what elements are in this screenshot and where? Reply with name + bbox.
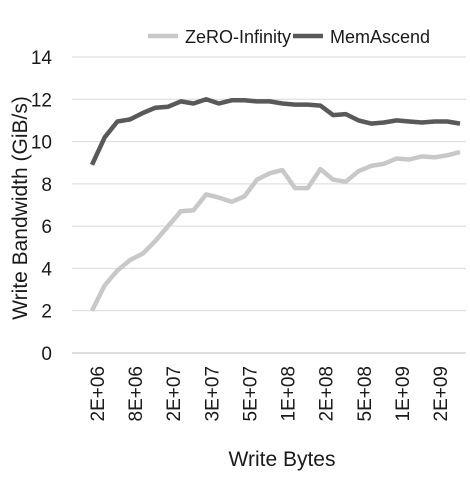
y-axis-ticks: 0 2 4 6 8 10 12 14 (31, 48, 53, 365)
x-tick-label: 2E+09 (431, 366, 452, 421)
legend-label-memascend: MemAscend (330, 27, 430, 47)
x-tick-label: 2E+07 (164, 366, 185, 421)
legend-label-zero-infinity: ZeRO-Infinity (185, 27, 291, 47)
x-axis-title: Write Bytes (229, 448, 336, 471)
x-tick-label: 5E+08 (355, 366, 376, 421)
x-tick-label: 1E+08 (279, 366, 300, 421)
y-tick-label: 6 (41, 217, 52, 238)
x-tick-label: 2E+08 (317, 366, 338, 421)
y-axis-title: Write Bandwidth (GiB/s) (9, 96, 32, 320)
y-tick-label: 4 (41, 259, 52, 280)
y-tick-label: 0 (41, 344, 52, 365)
x-tick-label: 2E+06 (88, 366, 109, 421)
x-tick-label: 5E+07 (240, 366, 261, 421)
y-tick-label: 2 (41, 302, 52, 323)
series-lines (89, 97, 461, 312)
x-tick-label: 3E+07 (202, 366, 223, 421)
legend: ZeRO-Infinity MemAscend (148, 27, 430, 47)
series-line-memascend (89, 97, 461, 166)
y-tick-label: 10 (31, 133, 52, 154)
gridlines (72, 56, 466, 354)
series-line-zero-infinity (89, 149, 461, 312)
y-tick-label: 8 (41, 175, 52, 196)
x-tick-label: 1E+09 (393, 366, 414, 421)
y-tick-label: 12 (31, 90, 52, 111)
y-tick-label: 14 (31, 48, 53, 69)
x-axis-ticks: 2E+06 8E+06 2E+07 3E+07 5E+07 1E+08 2E+08 5E+08… (88, 366, 452, 421)
x-tick-label: 8E+06 (126, 366, 147, 421)
